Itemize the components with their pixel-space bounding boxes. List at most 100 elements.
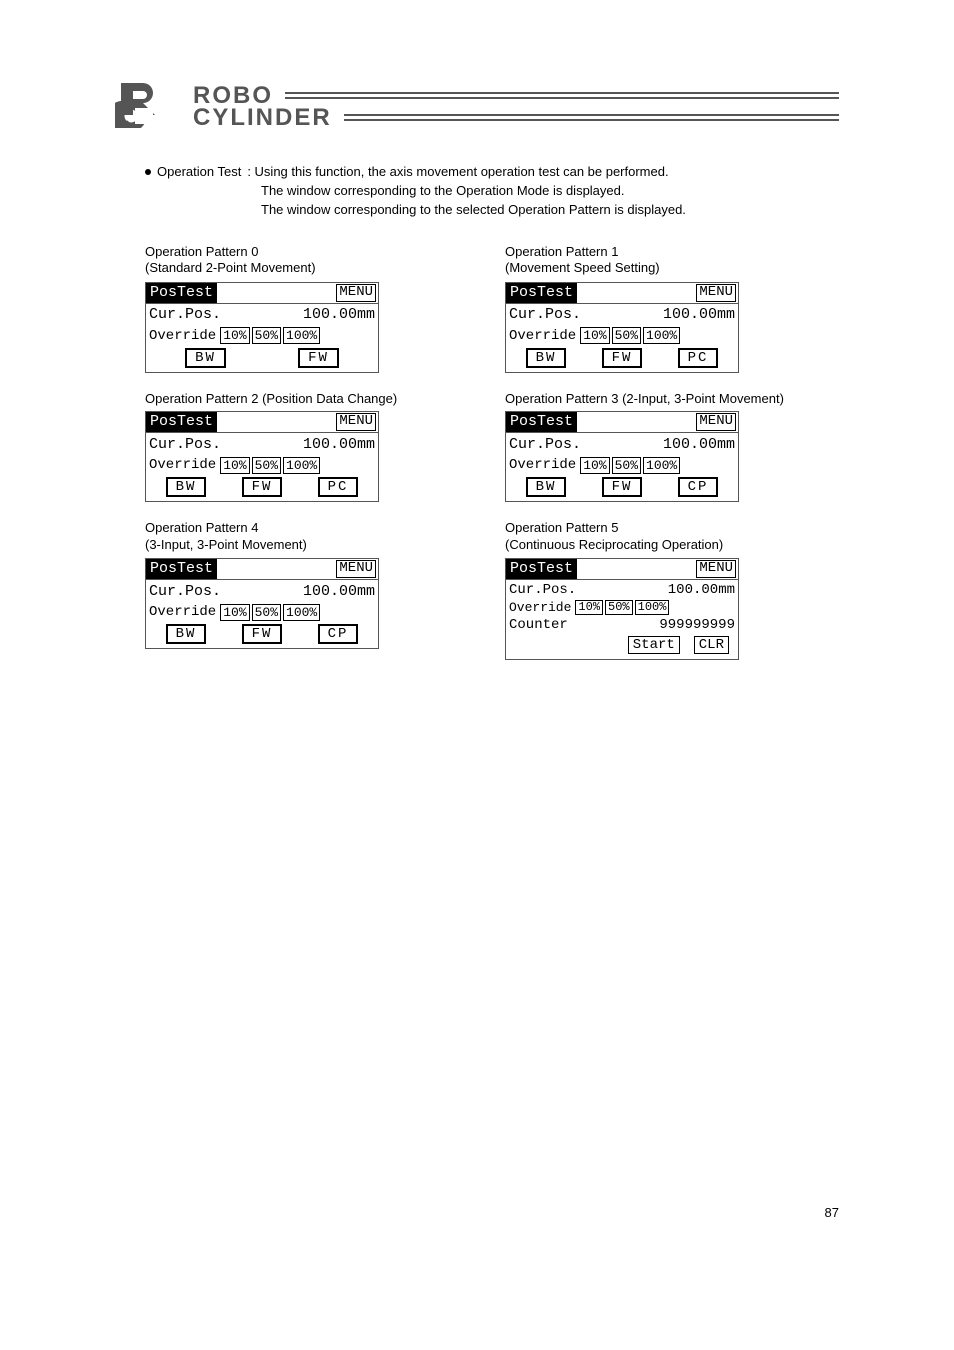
override-10-button[interactable]: 10% xyxy=(220,327,249,344)
logo-line2: CYLINDER xyxy=(193,107,332,129)
pattern-5-caption-l1: Operation Pattern 5 xyxy=(505,520,815,537)
pattern-3-caption: Operation Pattern 3 (2-Input, 3-Point Mo… xyxy=(505,391,815,408)
override-label: Override xyxy=(149,328,216,344)
override-10-button[interactable]: 10% xyxy=(220,457,249,474)
bullet-label: Operation Test xyxy=(157,163,241,182)
fw-button[interactable]: FW xyxy=(299,349,338,367)
override-50-button[interactable]: 50% xyxy=(612,327,641,344)
pattern-4-caption-l1: Operation Pattern 4 xyxy=(145,520,455,537)
pattern-5: Operation Pattern 5 (Continuous Reciproc… xyxy=(505,520,815,660)
lcd-title: PosTest xyxy=(146,559,217,579)
bw-button[interactable]: BW xyxy=(167,478,206,496)
menu-button[interactable]: MENU xyxy=(336,560,376,578)
pattern-3: Operation Pattern 3 (2-Input, 3-Point Mo… xyxy=(505,391,815,503)
pc-button[interactable]: PC xyxy=(679,349,718,367)
bw-button[interactable]: BW xyxy=(527,478,566,496)
fw-button[interactable]: FW xyxy=(603,478,642,496)
pattern-2-caption: Operation Pattern 2 (Position Data Chang… xyxy=(145,391,455,408)
lcd-title: PosTest xyxy=(506,283,577,303)
logo-mark xyxy=(115,80,185,133)
lcd-pattern-3: PosTest MENU Cur.Pos. 100.00mm Override … xyxy=(505,411,739,502)
pattern-0-caption-l1: Operation Pattern 0 xyxy=(145,244,455,261)
curpos-label: Cur.Pos. xyxy=(149,583,221,600)
pattern-5-caption-l2: (Continuous Reciprocating Operation) xyxy=(505,537,815,554)
bw-button[interactable]: BW xyxy=(186,349,225,367)
lcd-title: PosTest xyxy=(506,412,577,432)
lcd-title: PosTest xyxy=(146,283,217,303)
intro-line2: The window corresponding to the Operatio… xyxy=(261,182,839,201)
override-100-button[interactable]: 100% xyxy=(283,604,320,621)
counter-label: Counter xyxy=(509,617,568,633)
override-100-button[interactable]: 100% xyxy=(643,327,680,344)
override-10-button[interactable]: 10% xyxy=(580,327,609,344)
curpos-value: 100.00mm xyxy=(576,582,735,598)
lcd-title: PosTest xyxy=(506,559,577,579)
counter-value: 999999999 xyxy=(568,617,735,633)
curpos-label: Cur.Pos. xyxy=(149,436,221,453)
override-100-button[interactable]: 100% xyxy=(283,457,320,474)
fw-button[interactable]: FW xyxy=(603,349,642,367)
lcd-pattern-4: PosTest MENU Cur.Pos. 100.00mm Override … xyxy=(145,558,379,649)
override-label: Override xyxy=(149,457,216,473)
curpos-label: Cur.Pos. xyxy=(149,306,221,323)
page-number: 87 xyxy=(825,1205,839,1220)
intro-line3: The window corresponding to the selected… xyxy=(261,201,839,220)
override-100-button[interactable]: 100% xyxy=(643,457,680,474)
pattern-2: Operation Pattern 2 (Position Data Chang… xyxy=(145,391,455,503)
curpos-value: 100.00mm xyxy=(221,583,375,600)
override-50-button[interactable]: 50% xyxy=(605,600,633,615)
curpos-label: Cur.Pos. xyxy=(509,436,581,453)
curpos-value: 100.00mm xyxy=(221,306,375,323)
cp-button[interactable]: CP xyxy=(679,478,718,496)
pc-button[interactable]: PC xyxy=(319,478,358,496)
override-10-button[interactable]: 10% xyxy=(575,600,603,615)
start-button[interactable]: Start xyxy=(628,636,680,654)
clr-button[interactable]: CLR xyxy=(694,636,729,654)
intro-text: Operation Test : Using this function, th… xyxy=(145,163,839,220)
override-label: Override xyxy=(509,328,576,344)
pattern-1-caption-l1: Operation Pattern 1 xyxy=(505,244,815,261)
lcd-pattern-1: PosTest MENU Cur.Pos. 100.00mm Override … xyxy=(505,282,739,373)
override-50-button[interactable]: 50% xyxy=(252,327,281,344)
pattern-0-caption-l2: (Standard 2-Point Movement) xyxy=(145,260,455,277)
pattern-4: Operation Pattern 4 (3-Input, 3-Point Mo… xyxy=(145,520,455,660)
curpos-label: Cur.Pos. xyxy=(509,582,576,598)
override-100-button[interactable]: 100% xyxy=(635,600,670,615)
curpos-value: 100.00mm xyxy=(221,436,375,453)
override-50-button[interactable]: 50% xyxy=(612,457,641,474)
override-label: Override xyxy=(149,604,216,620)
pattern-1-caption-l2: (Movement Speed Setting) xyxy=(505,260,815,277)
cp-button[interactable]: CP xyxy=(319,625,358,643)
lcd-pattern-5: PosTest MENU Cur.Pos. 100.00mm Override … xyxy=(505,558,739,660)
bw-button[interactable]: BW xyxy=(167,625,206,643)
pattern-1: Operation Pattern 1 (Movement Speed Sett… xyxy=(505,244,815,373)
override-10-button[interactable]: 10% xyxy=(220,604,249,621)
curpos-value: 100.00mm xyxy=(581,306,735,323)
bw-button[interactable]: BW xyxy=(527,349,566,367)
lcd-title: PosTest xyxy=(146,412,217,432)
menu-button[interactable]: MENU xyxy=(696,284,736,302)
lcd-pattern-0: PosTest MENU Cur.Pos. 100.00mm Override … xyxy=(145,282,379,373)
override-label: Override xyxy=(509,457,576,473)
pattern-0: Operation Pattern 0 (Standard 2-Point Mo… xyxy=(145,244,455,373)
curpos-value: 100.00mm xyxy=(581,436,735,453)
fw-button[interactable]: FW xyxy=(243,478,282,496)
bullet-icon xyxy=(145,169,151,175)
override-50-button[interactable]: 50% xyxy=(252,604,281,621)
fw-button[interactable]: FW xyxy=(243,625,282,643)
patterns-grid: Operation Pattern 0 (Standard 2-Point Mo… xyxy=(145,244,839,661)
override-100-button[interactable]: 100% xyxy=(283,327,320,344)
override-label: Override xyxy=(509,600,571,615)
pattern-4-caption-l2: (3-Input, 3-Point Movement) xyxy=(145,537,455,554)
lcd-pattern-2: PosTest MENU Cur.Pos. 100.00mm Override … xyxy=(145,411,379,502)
menu-button[interactable]: MENU xyxy=(336,413,376,431)
override-50-button[interactable]: 50% xyxy=(252,457,281,474)
override-10-button[interactable]: 10% xyxy=(580,457,609,474)
curpos-label: Cur.Pos. xyxy=(509,306,581,323)
menu-button[interactable]: MENU xyxy=(696,560,736,578)
menu-button[interactable]: MENU xyxy=(696,413,736,431)
header: ROBO CYLINDER xyxy=(115,80,839,133)
logo-text: ROBO CYLINDER xyxy=(193,85,839,128)
menu-button[interactable]: MENU xyxy=(336,284,376,302)
intro-line1: : Using this function, the axis movement… xyxy=(247,163,668,182)
